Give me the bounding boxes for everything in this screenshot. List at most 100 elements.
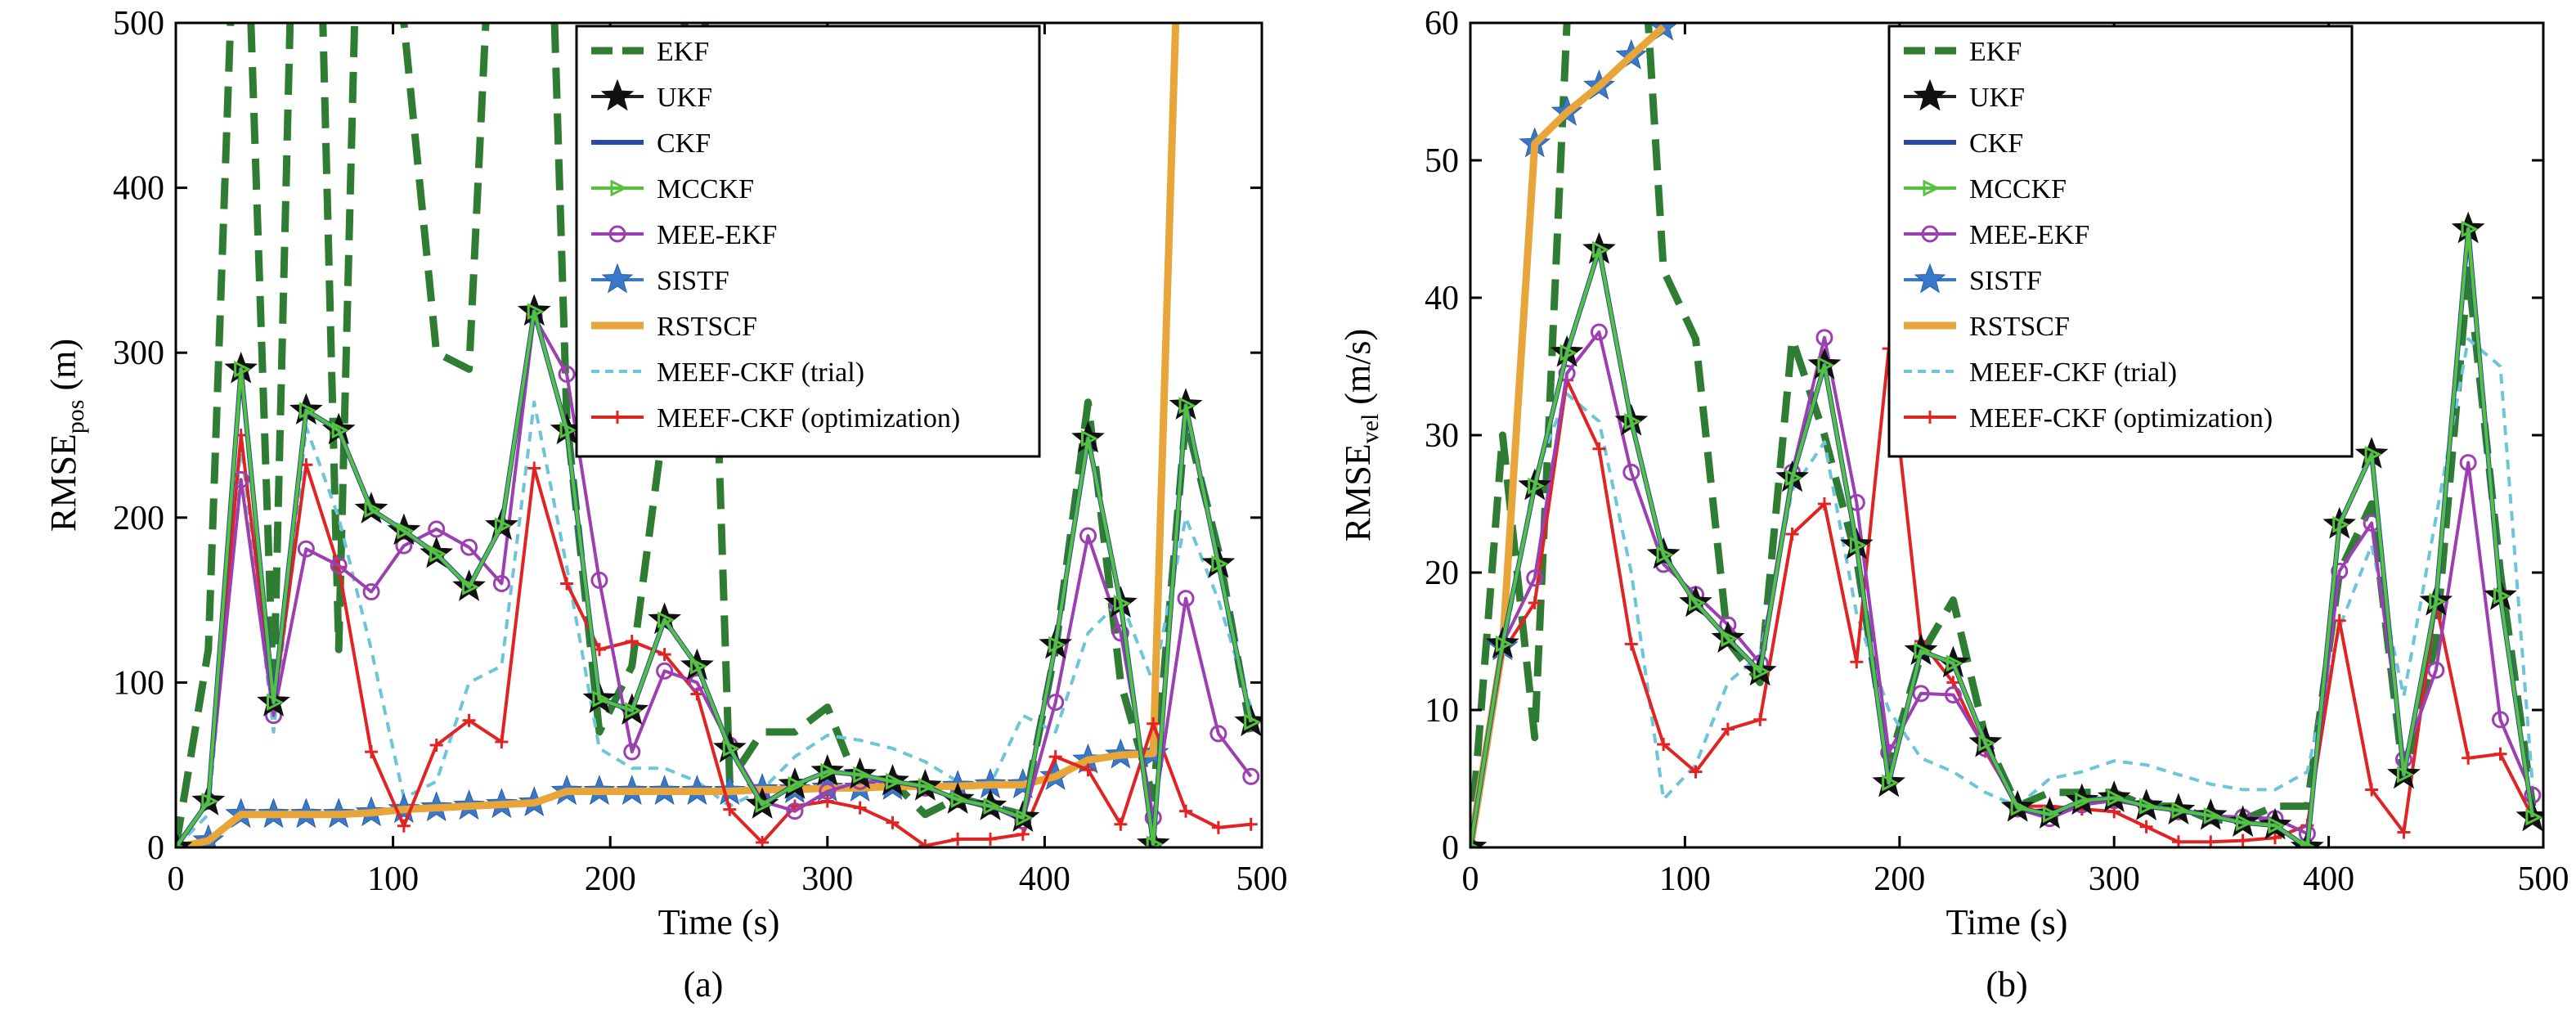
data-point-mcckf [527, 303, 545, 321]
data-point-meef-ckf-optimization [2236, 834, 2250, 847]
data-point-mee-ekf [2427, 661, 2445, 679]
data-point-mcckf [657, 611, 675, 629]
legend-item-rstscf: RSTSCF [591, 312, 757, 342]
legend-box [1887, 25, 2354, 458]
data-point-meef-ckf-optimization [429, 739, 443, 753]
data-point-meef-ckf-optimization [2139, 820, 2153, 834]
data-point-meef-ckf-optimization [1850, 655, 1864, 669]
y-tick-label: 500 [113, 5, 164, 43]
data-point-mcckf [2042, 806, 2060, 824]
data-point-meef-ckf-optimization [560, 577, 574, 591]
legend-label: SISTF [1969, 266, 2042, 296]
legend-item-meef-ckf-optimization: MEEF-CKF (optimization) [591, 403, 960, 434]
data-point-meef-ckf-optimization [527, 461, 541, 475]
data-point-meef-ckf-optimization [495, 735, 509, 748]
legend-item-ekf: EKF [1904, 37, 2022, 67]
y-tick-label: 0 [147, 829, 164, 867]
legend-label: SISTF [657, 266, 729, 296]
data-point-mcckf [494, 517, 512, 535]
legend-marker [611, 411, 624, 424]
legend-marker [600, 79, 635, 111]
y-tick-label: 0 [1442, 829, 1459, 867]
data-point-meef-ckf-optimization [1147, 717, 1160, 730]
y-tick-label: 20 [1425, 555, 1459, 592]
legend-item-ukf: UKF [591, 79, 712, 113]
data-point-mcckf [2075, 792, 2093, 810]
data-point-meef-ckf-optimization [1016, 827, 1030, 841]
y-tick-label: 60 [1425, 5, 1459, 43]
data-point-mee-ekf [558, 365, 576, 383]
chart-panel-a: 0 100 200 300 400 500 0 100 200 300 400 500 Time (s… [43, 5, 1288, 1004]
data-point-mcckf [397, 522, 415, 540]
data-point-meef-ckf-optimization [397, 819, 411, 833]
data-point-mcckf [722, 739, 740, 757]
data-point-mcckf [918, 777, 936, 795]
data-point-mcckf [2203, 807, 2221, 825]
data-point-mee-ekf [819, 782, 837, 800]
data-point-mcckf [2525, 808, 2543, 826]
data-point-mcckf [1785, 469, 1802, 487]
series-line-mcckf [176, 309, 1253, 847]
data-point-mee-ekf [1209, 725, 1227, 743]
y-tick-label: 300 [113, 335, 164, 372]
data-point-mcckf [820, 762, 838, 780]
data-point-mcckf [2236, 814, 2253, 832]
data-point-mcckf [625, 702, 643, 720]
data-point-mcckf [2268, 816, 2286, 834]
x-tick-label: 300 [801, 860, 853, 898]
panel-a-ticks: 0 100 200 300 400 500 0 100 200 300 400 500 [113, 5, 1288, 898]
legend-item-mcckf: MCCKF [1904, 174, 2067, 204]
legend-marker [601, 263, 634, 294]
legend-label: EKF [1969, 37, 2022, 67]
data-point-meef-ckf-optimization [886, 816, 900, 829]
legend-item-ckf: CKF [591, 128, 711, 159]
legend-marker [610, 179, 628, 197]
data-point-meef-ckf-optimization [1624, 637, 1638, 651]
legend-label: CKF [1969, 128, 2023, 159]
data-point-mcckf [1978, 734, 1996, 752]
panel-b-ylabel-sub: vel [1357, 414, 1384, 444]
data-point-mcckf [1178, 397, 1196, 415]
data-point-mcckf [1945, 654, 1963, 672]
chart-panel-b: 0 100 200 300 400 500 0 10 20 30 40 50 60 Time (s) R… [1338, 5, 2569, 1004]
legend-label: UKF [1969, 83, 2025, 113]
legend-marker [1913, 79, 1947, 111]
x-tick-label: 200 [1874, 860, 1925, 898]
series-meef-ckf-trial [1470, 337, 2534, 847]
data-point-meef-ckf-optimization [2332, 613, 2346, 627]
data-point-mee-ekf [1079, 527, 1097, 545]
data-point-mee-ekf [1590, 323, 1608, 341]
data-point-mcckf [2300, 838, 2318, 847]
data-point-mcckf [2332, 515, 2350, 533]
panel-b-ylabel-main: RMSE [1338, 443, 1378, 541]
x-tick-label: 400 [2303, 860, 2354, 898]
series-line-meef-ckf-optimization [176, 434, 1251, 847]
legend-label: MCCKF [1969, 174, 2067, 204]
data-point-mcckf [1849, 536, 1867, 554]
legend-label: MEE-EKF [657, 220, 777, 250]
x-tick-label: 100 [367, 860, 419, 898]
data-point-mee-ekf [656, 662, 674, 680]
legend-label: MCCKF [657, 174, 754, 204]
data-point-mcckf [2139, 798, 2156, 816]
data-point-mee-ekf [1526, 569, 1544, 587]
data-point-mcckf [592, 690, 610, 708]
data-point-mee-ekf [1622, 463, 1640, 481]
data-point-meef-ckf-optimization [1179, 804, 1193, 818]
legend-item-mcckf: MCCKF [591, 174, 754, 204]
data-point-meef-ckf-optimization [1785, 527, 1799, 541]
legend-item-mee-ekf: MEE-EKF [591, 220, 777, 250]
data-point-mcckf [853, 766, 870, 784]
data-point-mcckf [1689, 594, 1706, 612]
legend-box [575, 25, 1041, 458]
x-tick-label: 0 [1462, 860, 1479, 898]
data-point-mcckf [2107, 789, 2125, 807]
data-point-mcckf [331, 421, 349, 439]
legend-label: MEEF-CKF (trial) [1969, 357, 2177, 388]
data-point-mee-ekf [362, 583, 380, 601]
legend-item-meef-ckf-trial: MEEF-CKF (trial) [591, 357, 864, 388]
data-point-mee-ekf [623, 743, 641, 761]
panel-a-axes-box [174, 21, 1263, 849]
legend-item-mee-ekf: MEE-EKF [1904, 220, 2089, 250]
data-point-mee-ekf [1177, 590, 1195, 608]
